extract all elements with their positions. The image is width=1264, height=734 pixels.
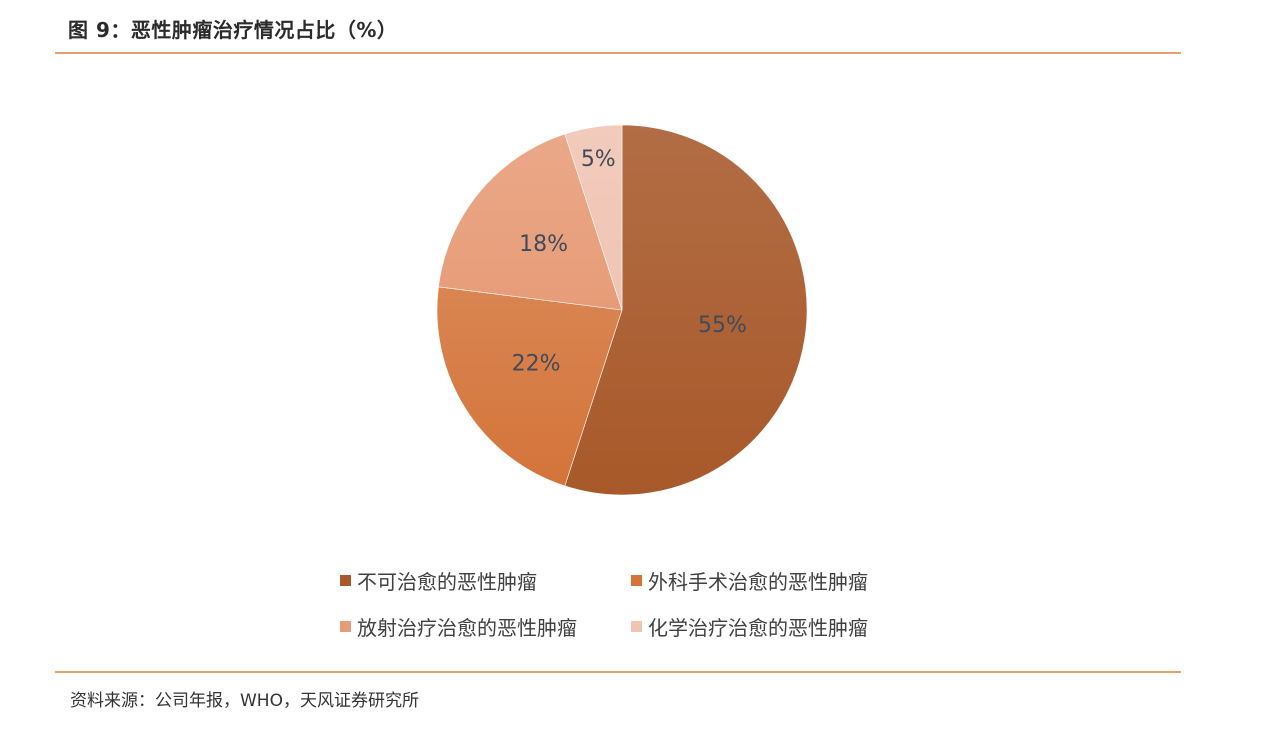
pie-slice-2 <box>436 286 623 487</box>
pie-data-label-4: 5% <box>581 147 616 172</box>
pie-data-label-1: 55% <box>698 313 747 338</box>
legend-item-1: 不可治愈的恶性肿瘤 <box>340 566 537 595</box>
legend-item-4: 化学治疗治愈的恶性肿瘤 <box>631 612 868 641</box>
legend-swatch <box>340 621 351 632</box>
pie-slice-3 <box>438 133 623 311</box>
legend-item-3: 放射治疗治愈的恶性肿瘤 <box>340 612 577 641</box>
legend-label: 放射治疗治愈的恶性肿瘤 <box>357 616 577 640</box>
bottom-divider <box>55 671 1181 673</box>
pie-slice-1 <box>564 124 808 496</box>
legend-swatch <box>340 575 351 586</box>
legend-swatch <box>631 621 642 632</box>
pie-slice-4 <box>564 124 623 311</box>
legend-label: 化学治疗治愈的恶性肿瘤 <box>648 616 868 640</box>
legend-label: 不可治愈的恶性肿瘤 <box>357 570 537 594</box>
legend-item-2: 外科手术治愈的恶性肿瘤 <box>631 566 868 595</box>
legend-label: 外科手术治愈的恶性肿瘤 <box>648 570 868 594</box>
figure-title: 图 9：恶性肿瘤治疗情况占比（%） <box>68 18 398 42</box>
pie-data-label-3: 18% <box>519 232 568 257</box>
pie-labels: 55% 22% 18% 5% <box>512 147 747 376</box>
legend-swatch <box>631 575 642 586</box>
source-note: 资料来源：公司年报，WHO，天风证券研究所 <box>70 691 419 711</box>
top-divider <box>55 52 1181 54</box>
pie-data-label-2: 22% <box>512 352 561 377</box>
pie-slices <box>436 124 808 496</box>
